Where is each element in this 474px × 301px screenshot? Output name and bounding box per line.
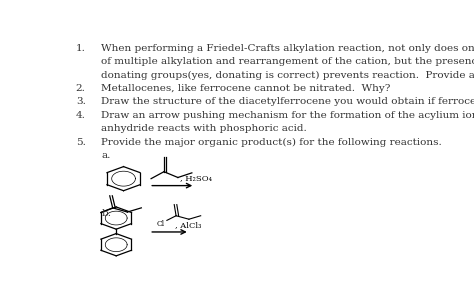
Text: of multiple alkylation and rearrangement of the cation, but the presence of stro: of multiple alkylation and rearrangement… [101,57,474,66]
Text: donating groups(yes, donating is correct) prevents reaction.  Provide an explana: donating groups(yes, donating is correct… [101,70,474,79]
Text: Draw an arrow pushing mechanism for the formation of the acylium ion when acetic: Draw an arrow pushing mechanism for the … [101,111,474,120]
Text: Cl: Cl [156,220,164,228]
Text: Metallocenes, like ferrocene cannot be nitrated.  Why?: Metallocenes, like ferrocene cannot be n… [101,84,391,93]
Text: When performing a Friedel-Crafts alkylation reaction, not only does one have the: When performing a Friedel-Crafts alkylat… [101,44,474,53]
Text: a.: a. [101,151,111,160]
Text: 4.: 4. [76,111,86,120]
Text: 5.: 5. [76,138,86,147]
Text: Draw the structure of the diacetylferrocene you would obtain if ferrocene were d: Draw the structure of the diacetylferroc… [101,97,474,106]
Text: anhydride reacts with phosphoric acid.: anhydride reacts with phosphoric acid. [101,124,307,133]
Text: 1.: 1. [76,44,86,53]
Text: 3.: 3. [76,97,86,106]
Text: 2.: 2. [76,84,86,93]
Text: b.: b. [101,209,111,218]
Text: Provide the major organic product(s) for the following reactions.: Provide the major organic product(s) for… [101,138,442,147]
Text: , H₂SO₄: , H₂SO₄ [181,175,212,183]
Text: , AlCl₃: , AlCl₃ [175,222,201,230]
